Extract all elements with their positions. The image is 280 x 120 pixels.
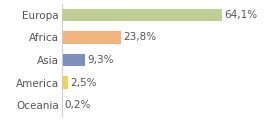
Text: 64,1%: 64,1% [224,10,257,20]
Bar [62,9,222,21]
Text: 9,3%: 9,3% [87,55,113,65]
Text: 0,2%: 0,2% [64,100,90,110]
Bar [62,54,85,66]
Bar [62,31,121,44]
Bar [62,76,68,89]
Text: 23,8%: 23,8% [123,32,156,42]
Text: 2,5%: 2,5% [70,78,96,88]
